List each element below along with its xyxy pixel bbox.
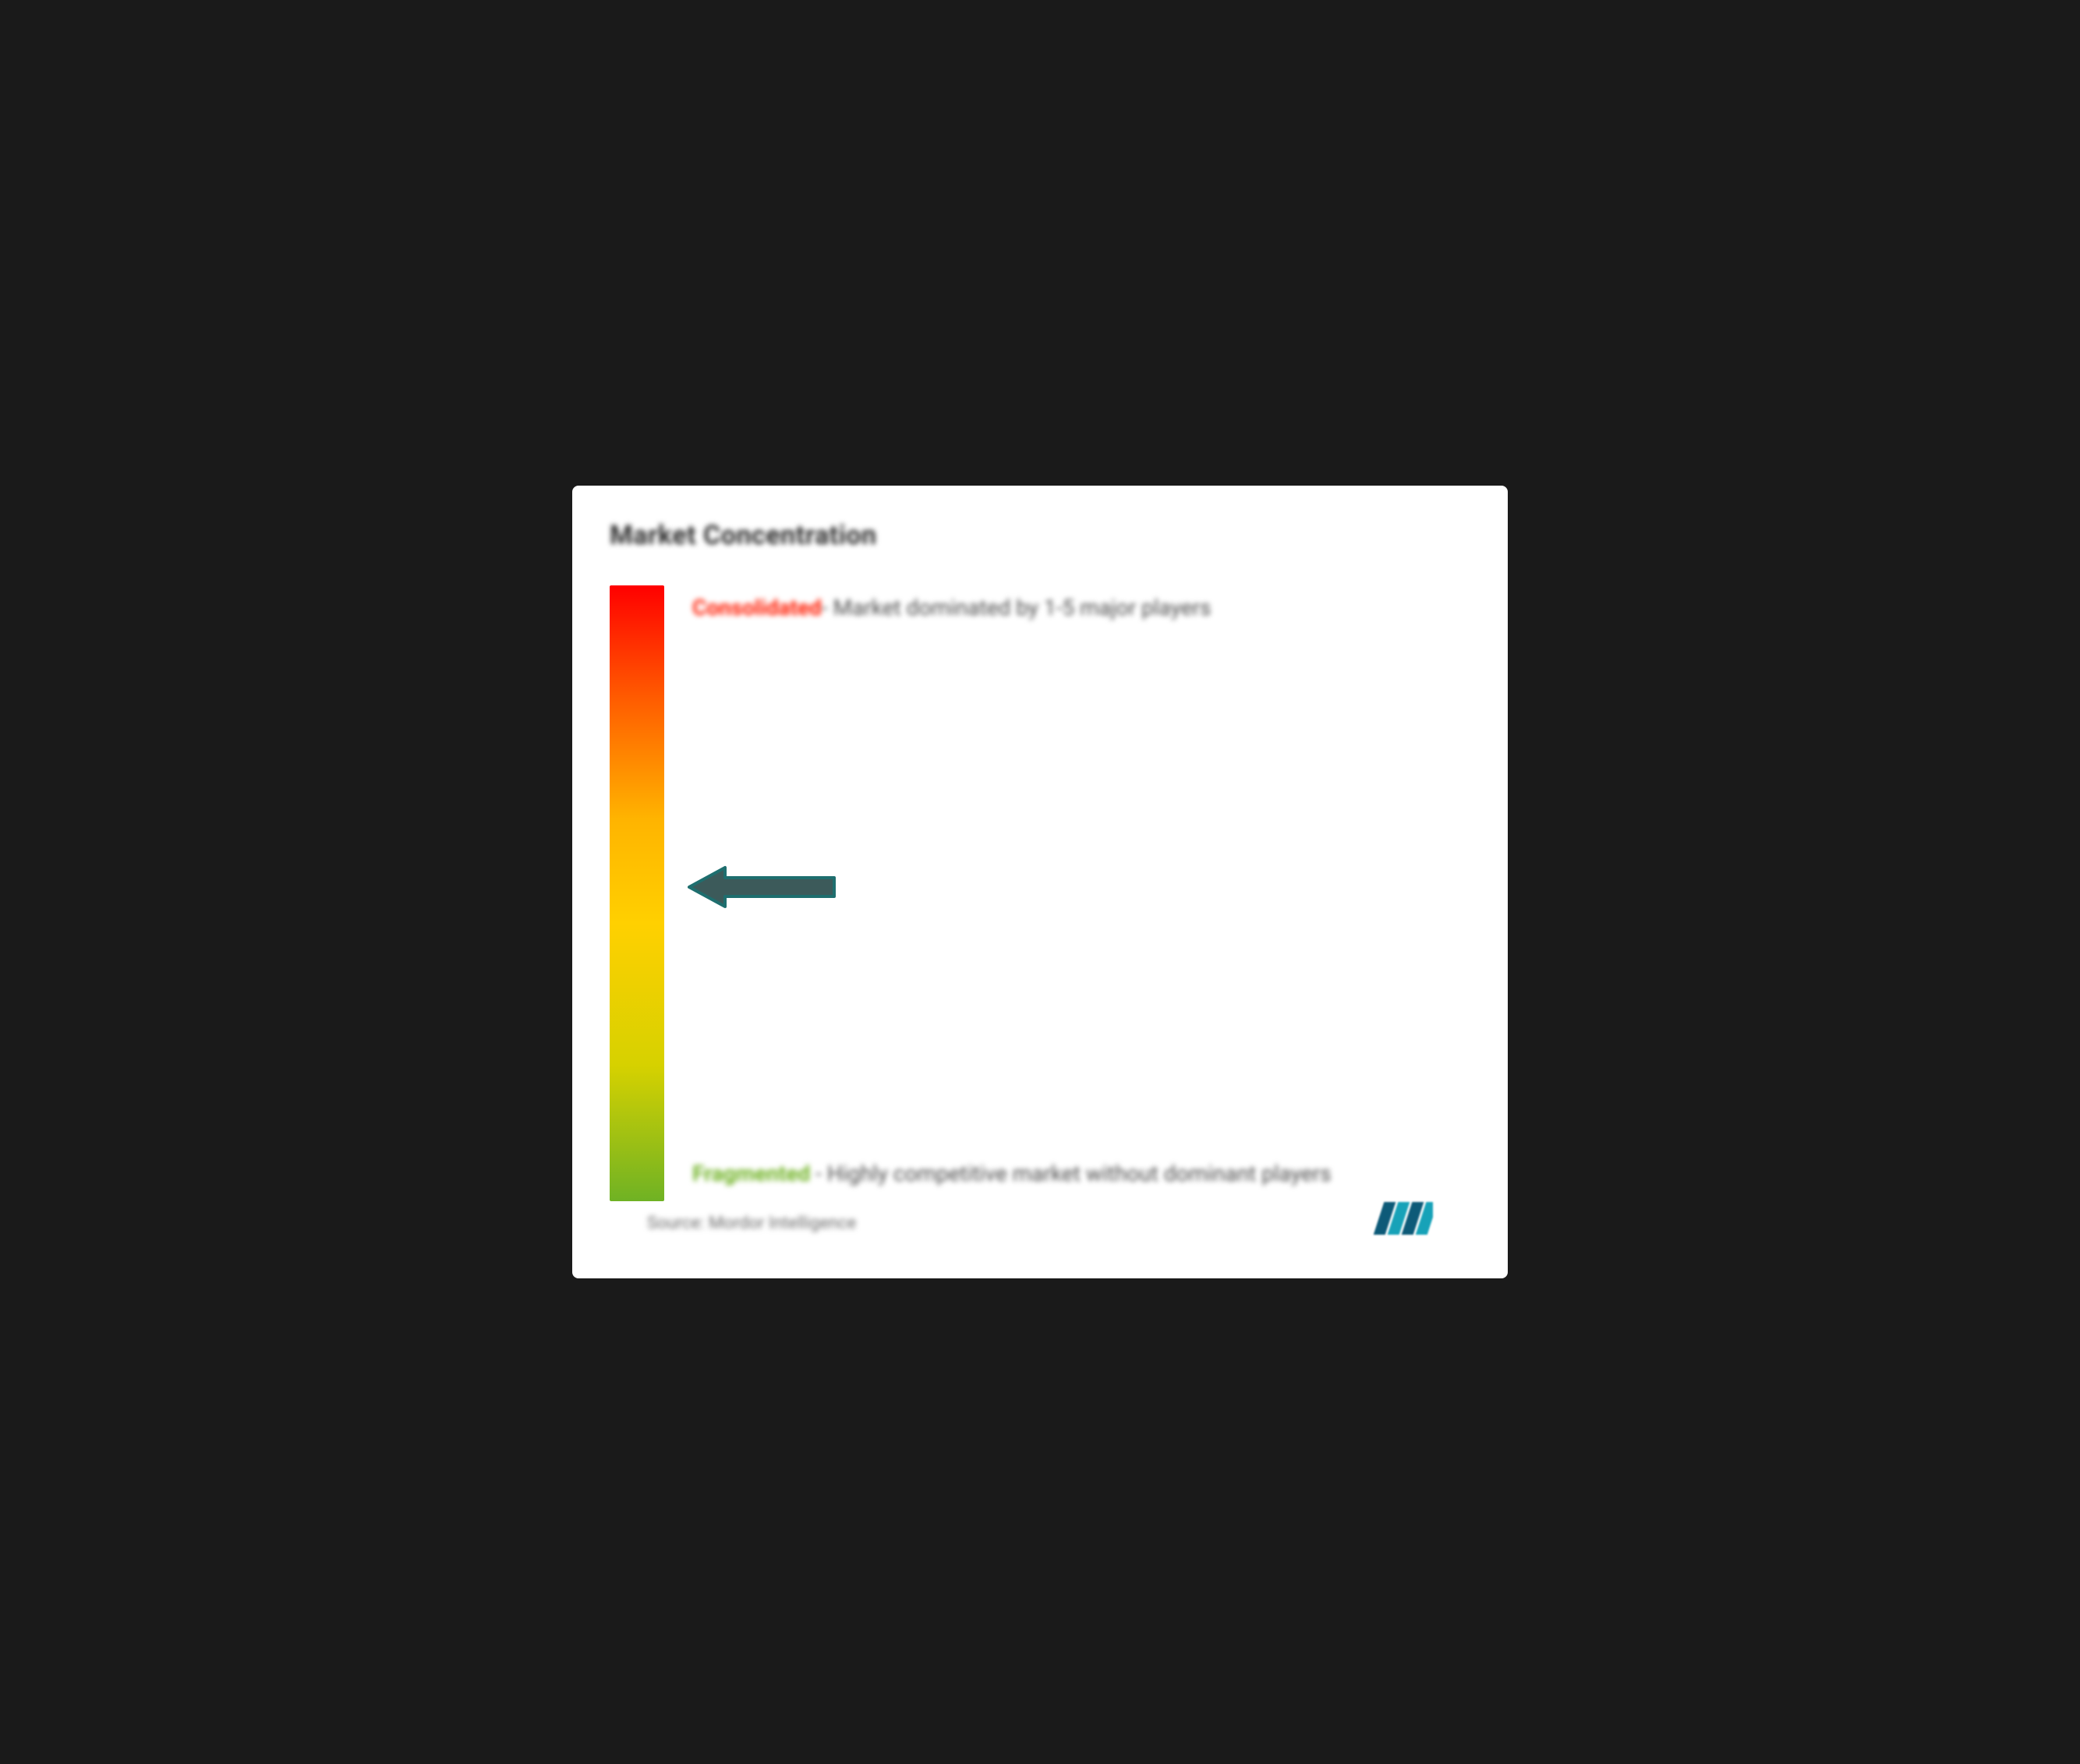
card-content: Market Concentration Consolidated- Marke…: [610, 520, 1470, 1253]
consolidated-keyword: Consolidated: [692, 595, 822, 620]
mordor-logo-icon: [1374, 1200, 1433, 1236]
fragmented-keyword: Fragmented: [692, 1161, 810, 1186]
consolidated-description: Market dominated by 1-5 major players: [833, 595, 1212, 620]
market-concentration-card: Market Concentration Consolidated- Marke…: [572, 486, 1508, 1278]
source-prefix: Source:: [647, 1214, 709, 1233]
source-footer: Source: Mordor Intelligence: [647, 1214, 856, 1233]
concentration-gradient-bar: [610, 585, 664, 1201]
consolidated-label: Consolidated- Market dominated by 1-5 ma…: [692, 590, 1439, 626]
arrow-left-icon: [688, 864, 836, 910]
page-title: Market Concentration: [610, 520, 1470, 551]
labels-column: Consolidated- Market dominated by 1-5 ma…: [692, 585, 1470, 1201]
position-indicator: [688, 864, 836, 910]
fragmented-description: Highly competitive market without domina…: [827, 1161, 1332, 1186]
fragmented-label: Fragmented - Highly competitive market w…: [692, 1156, 1439, 1192]
source-name: Mordor Intelligence: [709, 1214, 856, 1233]
diagram-body: Consolidated- Market dominated by 1-5 ma…: [610, 585, 1470, 1201]
fragmented-separator: -: [810, 1161, 827, 1186]
consolidated-separator: -: [822, 595, 833, 620]
